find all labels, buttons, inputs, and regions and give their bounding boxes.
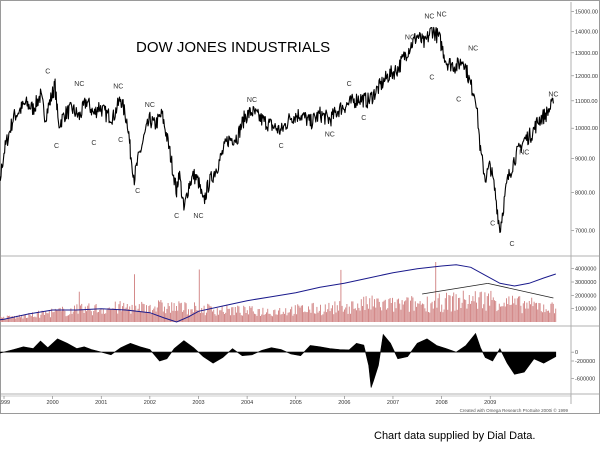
oscillator-y-tick-label: -600000 — [575, 377, 595, 383]
cycle-annotation: NC — [145, 102, 155, 109]
cycle-annotation: C — [45, 69, 50, 76]
chart-area: 15000.00 14000.00 13000.00 12000.00 11000.00… — [0, 0, 600, 414]
price-y-tick-label: 8000.00 — [575, 190, 595, 196]
cycle-annotation: NC — [519, 150, 529, 157]
price-y-tick-label: 10000.00 — [575, 126, 598, 132]
oscillator-area — [0, 332, 557, 388]
cycle-annotation: NC — [113, 84, 123, 91]
x-tick-label: 1999 — [0, 400, 10, 406]
cycle-annotation: C — [118, 137, 123, 144]
cycle-annotation: C — [510, 241, 515, 248]
price-panel: 15000.00 14000.00 13000.00 12000.00 11000.00… — [0, 10, 599, 257]
x-tick-label: 2006 — [338, 400, 350, 406]
volume-y-tick-label: 1000000 — [575, 307, 596, 313]
volume-average-line — [0, 264, 556, 323]
x-tick-label: 2009 — [484, 400, 496, 406]
cycle-annotation: C — [135, 188, 140, 195]
price-y-tick-label: 15000.00 — [575, 10, 598, 16]
x-tick-label: 2007 — [387, 400, 399, 406]
price-y-tick-label: 14000.00 — [575, 30, 598, 36]
price-y-tick-label: 7000.00 — [575, 229, 595, 235]
cycle-annotation: NC — [74, 81, 84, 88]
cycle-annotation: C — [429, 75, 434, 82]
oscillator-y-tick-label: -200000 — [575, 359, 595, 365]
chart-svg: 15000.00 14000.00 13000.00 12000.00 11000.00… — [0, 0, 600, 414]
volume-trendline — [487, 282, 554, 299]
x-tick-label: 2003 — [192, 400, 204, 406]
cycle-annotation: NC — [468, 45, 478, 52]
x-tick-label: 2001 — [95, 400, 107, 406]
cycle-annotation: C — [279, 143, 284, 150]
price-y-tick-label: 9000.00 — [575, 156, 595, 162]
cycle-annotation: NC — [424, 13, 434, 20]
cycle-annotation: NC — [405, 34, 415, 41]
cycle-annotation: C — [54, 143, 59, 150]
volume-trendline — [422, 282, 488, 295]
cycle-annotation: C — [490, 221, 495, 228]
oscillator-y-tick-label: 0 — [575, 350, 578, 356]
x-tick-label: 2002 — [144, 400, 156, 406]
x-tick-label: 2000 — [46, 400, 58, 406]
cycle-annotation: NC — [548, 91, 558, 98]
volume-panel: 4000000 3000000 2000000 1000000 — [0, 262, 599, 327]
x-tick-label: 2008 — [435, 400, 447, 406]
x-axis: 1999 2000 2001 2002 2003 2004 2005 2006 2007 2008… — [0, 2, 572, 406]
cycle-annotation: C — [456, 97, 461, 104]
volume-y-tick-label: 2000000 — [575, 293, 596, 299]
cycle-annotation: NC — [193, 213, 203, 220]
cycle-annotation: C — [174, 213, 179, 220]
price-y-tick-label: 13000.00 — [575, 51, 598, 57]
chart-frame — [0, 0, 600, 414]
price-y-tick-label: 12000.00 — [575, 74, 598, 80]
cycle-annotation: C — [361, 115, 366, 122]
dow-price-line — [0, 26, 554, 234]
data-source-caption: Chart data supplied by Dial Data. — [374, 430, 536, 442]
x-tick-label: 2004 — [241, 400, 253, 406]
cycle-annotation: NC — [325, 131, 335, 138]
cycle-annotation: NC — [247, 97, 257, 104]
x-tick-label: 2005 — [290, 400, 302, 406]
oscillator-panel: 0 -200000 -600000 — [0, 332, 599, 395]
price-y-tick-label: 11000.00 — [575, 99, 598, 105]
volume-y-tick-label: 4000000 — [575, 267, 596, 273]
cycle-annotation: C — [347, 81, 352, 88]
chart-title: DOW JONES INDUSTRIALS — [136, 39, 330, 56]
cycle-annotation: C — [91, 140, 96, 147]
volume-y-tick-label: 3000000 — [575, 280, 596, 286]
cycle-annotation: NC — [437, 11, 447, 18]
chart-credit: Created with Omega Research ProSuite 200… — [460, 407, 569, 413]
